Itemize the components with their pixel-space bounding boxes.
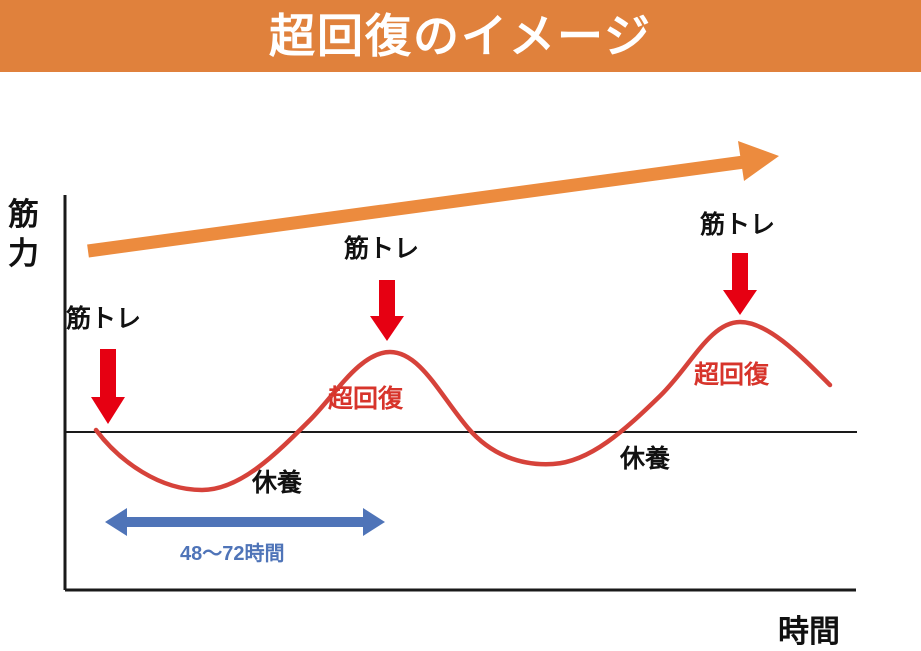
- trend-arrow-shaft: [87, 155, 745, 258]
- interval-double-arrow-icon: [105, 508, 385, 536]
- page-title: 超回復のイメージ: [268, 10, 653, 62]
- rest-label-1: 休養: [252, 469, 303, 497]
- interval-label: 48〜72時間: [180, 543, 285, 565]
- training-arrow-icon-2: [370, 280, 404, 341]
- training-arrow-icon-3: [723, 253, 757, 315]
- training-arrow-icon-1: [91, 349, 125, 424]
- x-axis-label: 時間: [778, 614, 840, 649]
- recovery-label-2: 超回復: [694, 361, 770, 389]
- header-banner: 超回復のイメージ: [0, 0, 921, 72]
- training-label-2: 筋トレ: [344, 235, 420, 263]
- training-label-1: 筋トレ: [66, 305, 142, 333]
- recovery-curve: [93, 319, 833, 493]
- trend-arrow-head-icon: [738, 141, 779, 181]
- y-axis-label: 筋力: [8, 197, 39, 271]
- recovery-label-1: 超回復: [328, 385, 404, 413]
- rest-label-2: 休養: [620, 445, 671, 473]
- training-label-3: 筋トレ: [700, 211, 776, 239]
